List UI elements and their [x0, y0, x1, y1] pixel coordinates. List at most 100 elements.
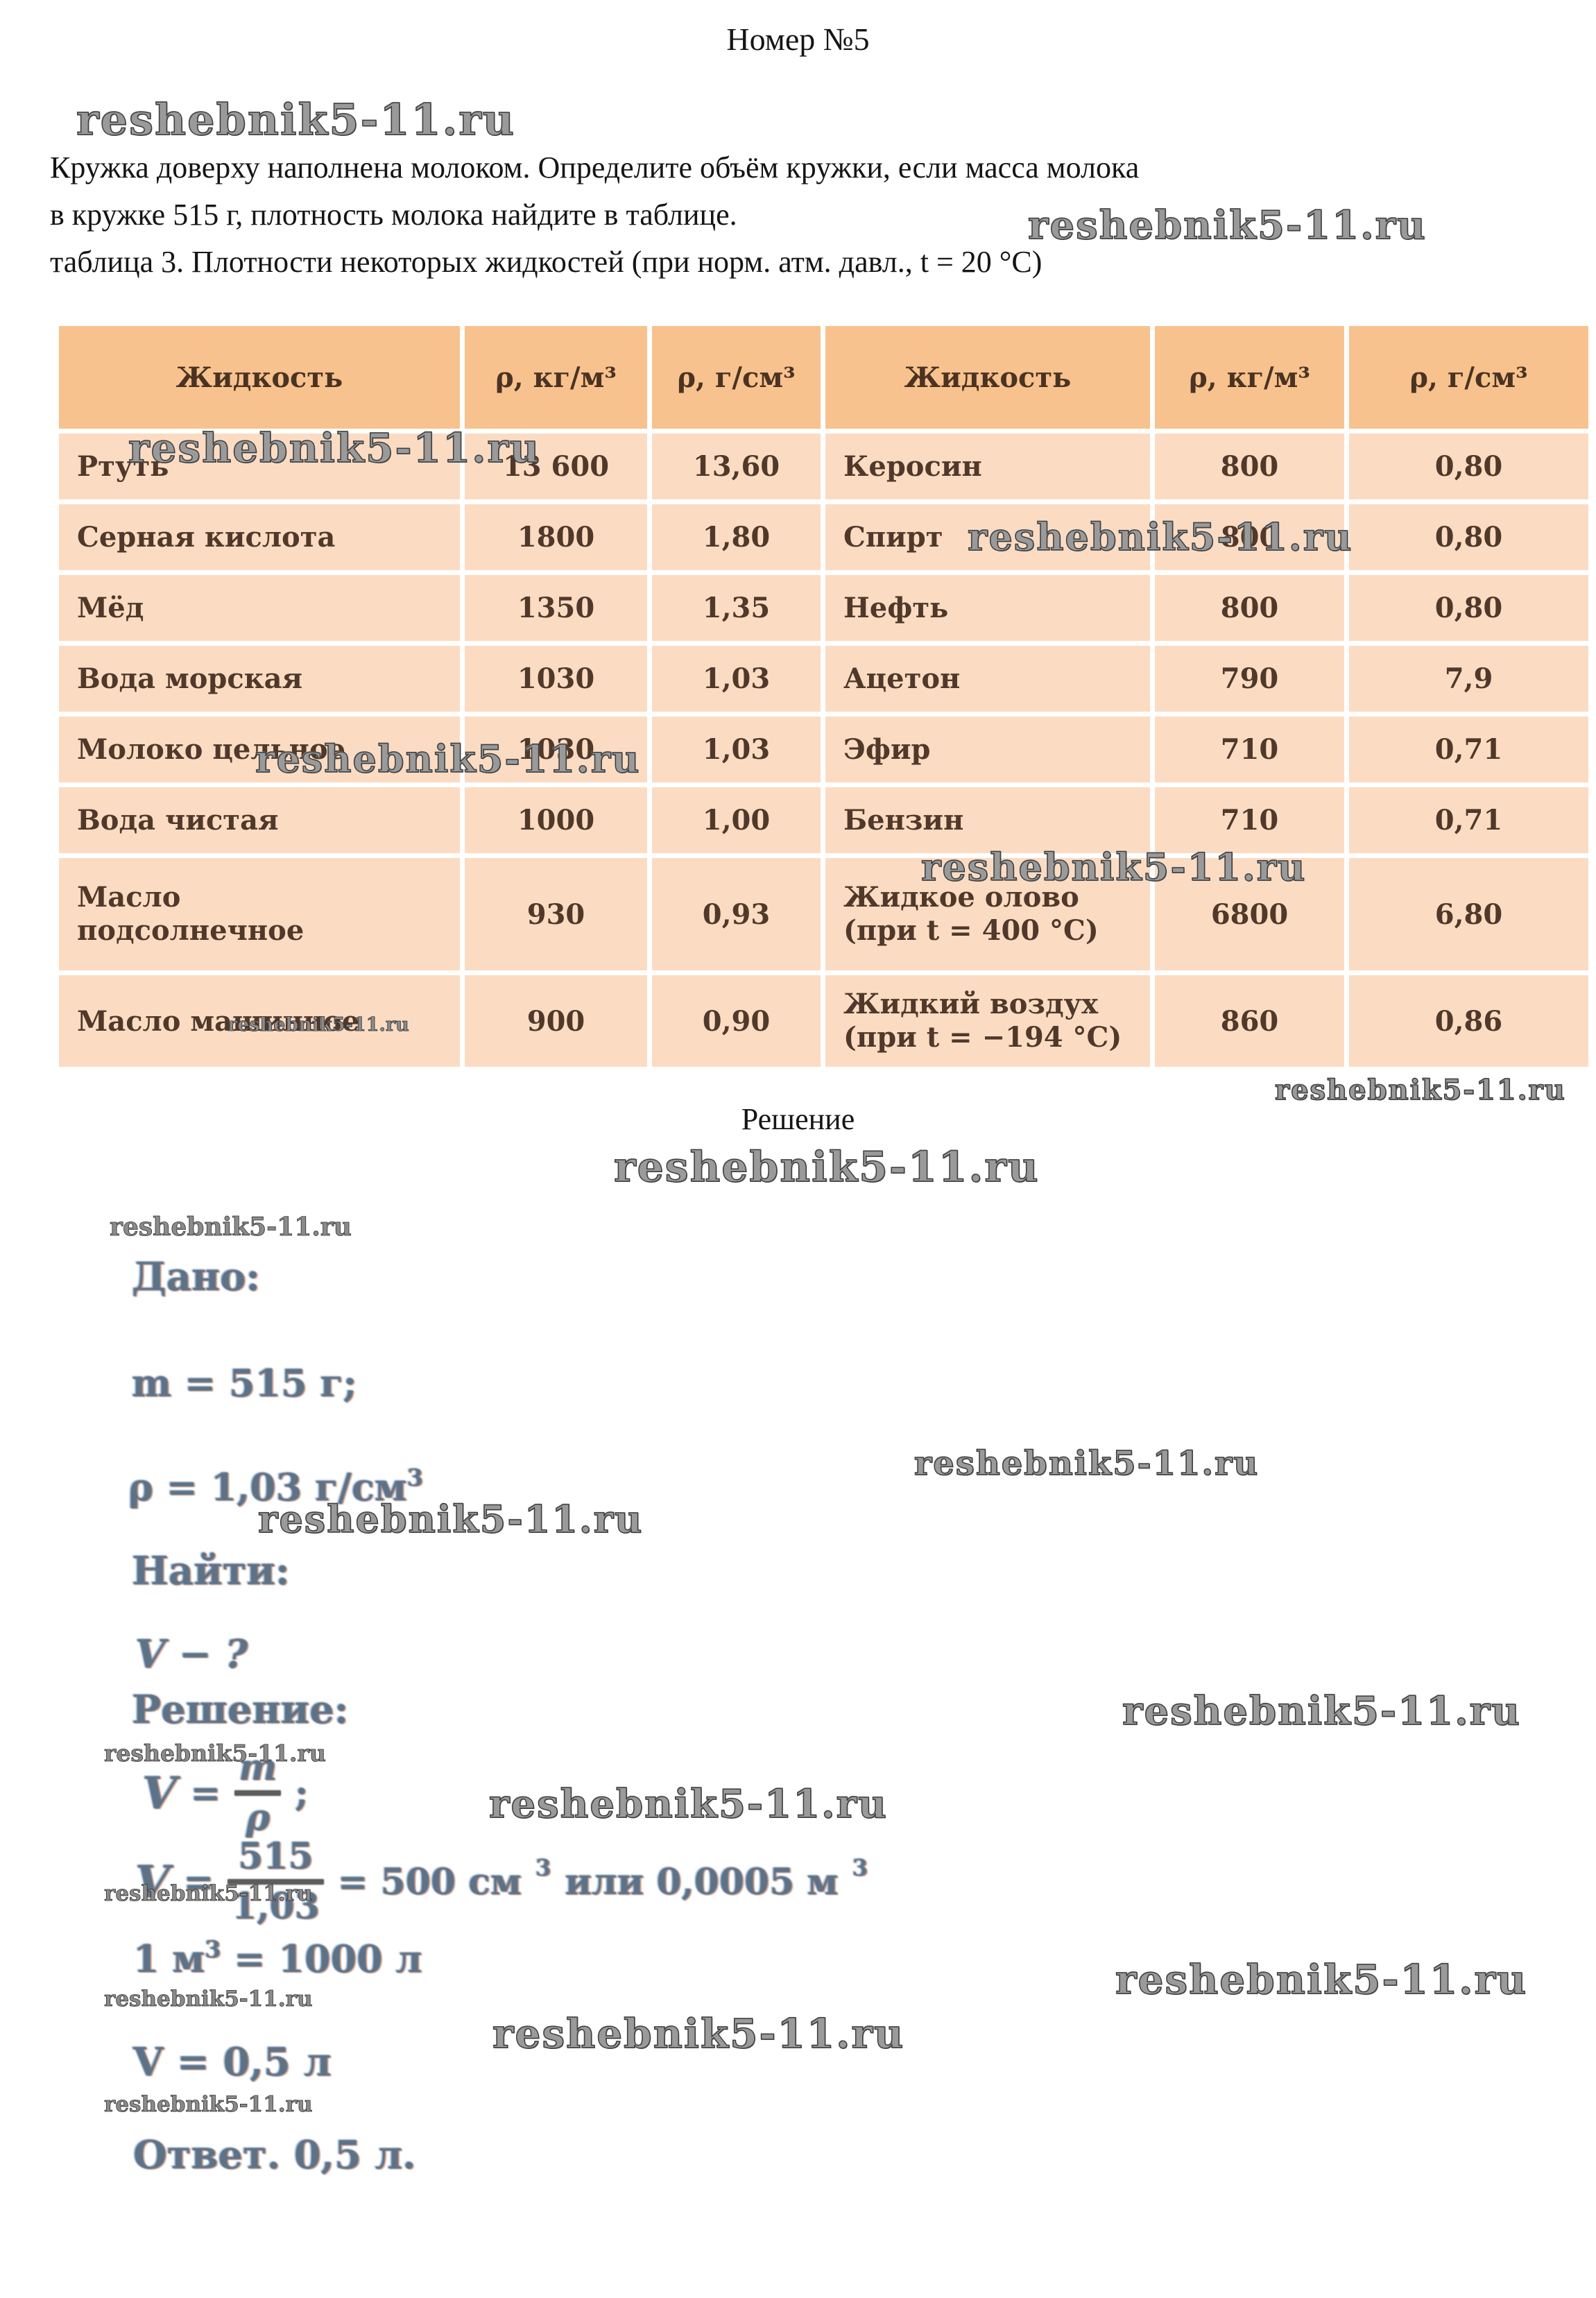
- table-cell-g: 1,03: [652, 646, 821, 712]
- watermark: reshebnik5-11.ru: [613, 1142, 1040, 1192]
- problem-line-2: в кружке 515 г, плотность молока найдите…: [50, 198, 737, 232]
- density-table: Жидкость ρ, кг/м³ ρ, г/см³ Жидкость ρ, к…: [59, 326, 1588, 1067]
- table-cell-g: 1,80: [652, 504, 821, 570]
- table-cell-liquid: Нефть: [825, 575, 1150, 641]
- table-cell-kg: 800: [1155, 434, 1344, 499]
- table-cell-g: 1,35: [652, 575, 821, 641]
- table-cell-kg: 1000: [465, 787, 647, 853]
- table-cell-g: 0,80: [1349, 434, 1588, 499]
- table-cell-g: 7,9: [1349, 646, 1588, 712]
- superscript-3: 3: [535, 1855, 551, 1882]
- fraction-bar: [234, 1790, 282, 1796]
- table-cell-liquid: Ртуть: [59, 434, 460, 499]
- table-cell-g: 6,80: [1349, 858, 1588, 970]
- table-cell-g: 0,80: [1349, 504, 1588, 570]
- given-mass: m = 515 г;: [132, 1361, 357, 1405]
- fraction-m-over-rho: m ρ: [234, 1748, 282, 1838]
- table-cell-kg: 790: [1155, 646, 1344, 712]
- table-cell-g: 0,71: [1349, 787, 1588, 853]
- table-cell-kg: 800: [1155, 504, 1344, 570]
- watermark: reshebnik5-11.ru: [488, 1781, 888, 1828]
- superscript-3: 3: [205, 1936, 221, 1964]
- watermark: reshebnik5-11.ru: [104, 1881, 313, 1907]
- table-cell-liquid: Вода морская: [59, 646, 460, 712]
- table-cell-kg: 710: [1155, 717, 1344, 782]
- table-cell-kg: 1030: [465, 717, 647, 782]
- table-cell-kg: 710: [1155, 787, 1344, 853]
- solution-heading: Решение: [741, 1102, 855, 1136]
- volume-result: V = 0,5 л: [133, 2039, 332, 2085]
- table-cell-kg: 900: [465, 975, 647, 1067]
- find-label: Найти:: [132, 1548, 290, 1594]
- table-cell-liquid: Эфир: [825, 717, 1150, 782]
- watermark: reshebnik5-11.ru: [1027, 202, 1427, 249]
- table-cell-kg: 1800: [465, 504, 647, 570]
- given-label: Дано:: [132, 1254, 261, 1300]
- column-header-liquid-right: Жидкость: [825, 326, 1150, 429]
- table-cell-kg: 1350: [465, 575, 647, 641]
- table-cell-g: 0,93: [652, 858, 821, 970]
- watermark: reshebnik5-11.ru: [104, 1740, 327, 1767]
- given-density: ρ = 1,03 г/см3: [128, 1464, 423, 1509]
- table-cell-g: 0,86: [1349, 975, 1588, 1067]
- watermark: reshebnik5-11.ru: [920, 844, 1307, 890]
- unit-conversion: 1 м3 = 1000 л: [133, 1936, 422, 1981]
- fraction-515-over-103: 515 1,03: [228, 1837, 324, 1927]
- superscript-3: 3: [852, 1855, 868, 1882]
- watermark: reshebnik5-11.ru: [104, 2092, 313, 2118]
- table-cell-g: 0,80: [1349, 575, 1588, 641]
- column-header-liquid-left: Жидкость: [59, 326, 460, 429]
- page-title: Номер №5: [726, 22, 870, 57]
- table-cell-kg: 800: [1155, 575, 1344, 641]
- table-cell-g: 0,71: [1349, 717, 1588, 782]
- watermark: reshebnik5-11.ru: [128, 424, 541, 472]
- table-cell-liquid: Мёд: [59, 575, 460, 641]
- watermark: reshebnik5-11.ru: [1122, 1688, 1521, 1735]
- problem-line-1: Кружка доверху наполнена молоком. Опреде…: [50, 151, 1140, 185]
- table-cell-liquid: Керосин: [825, 434, 1150, 499]
- answer-line: Ответ. 0,5 л.: [133, 2132, 416, 2178]
- watermark: reshebnik5-11.ru: [913, 1443, 1260, 1484]
- problem-line-3: таблица 3. Плотности некоторых жидкостей…: [50, 245, 1042, 279]
- find-variable: V − ?: [135, 1631, 248, 1677]
- table-cell-liquid: Спирт: [825, 504, 1150, 570]
- table-cell-g: 1,00: [652, 787, 821, 853]
- formula-volume: V = m ρ ;: [142, 1747, 309, 1839]
- table-cell-g: 0,90: [652, 975, 821, 1067]
- watermark: reshebnik5-11.ru: [1115, 1955, 1528, 2004]
- watermark: reshebnik5-11.ru: [257, 1496, 644, 1542]
- watermark: reshebnik5-11.ru: [967, 514, 1353, 560]
- watermark: reshebnik5-11.ru: [255, 736, 641, 782]
- column-header-kg-right: ρ, кг/м³: [1155, 326, 1344, 429]
- table-cell-liquid: Масло подсолнечное: [59, 858, 460, 970]
- table-cell-liquid: Серная кислота: [59, 504, 460, 570]
- watermark: reshebnik5-11.ru: [492, 2009, 905, 2058]
- table-cell-liquid: Масло машинное: [59, 975, 460, 1067]
- watermark: reshebnik5-11.ru: [1274, 1073, 1566, 1107]
- column-header-g-right: ρ, г/см³: [1349, 326, 1588, 429]
- table-cell-kg: 1030: [465, 646, 647, 712]
- table-cell-g: 13,60: [652, 434, 821, 499]
- table-cell-liquid: Жидкий воздух (при t = −194 °C): [825, 975, 1150, 1067]
- table-cell-kg: 6800: [1155, 858, 1344, 970]
- column-header-kg-left: ρ, кг/м³: [465, 326, 647, 429]
- watermark: reshebnik5-11.ru: [110, 1212, 352, 1242]
- table-cell-kg: 13 600: [465, 434, 647, 499]
- watermark: reshebnik5-11.ru: [228, 1014, 410, 1036]
- fraction-bar: [228, 1879, 324, 1885]
- watermark: reshebnik5-11.ru: [76, 94, 515, 146]
- table-cell-liquid: Ацетон: [825, 646, 1150, 712]
- table-cell-liquid: Вода чистая: [59, 787, 460, 853]
- watermark: reshebnik5-11.ru: [104, 1987, 313, 2012]
- solve-label: Решение:: [132, 1687, 349, 1733]
- table-cell-liquid: Молоко цельное: [59, 717, 460, 782]
- table-cell-liquid: Бензин: [825, 787, 1150, 853]
- superscript-3: 3: [406, 1464, 423, 1492]
- table-cell-g: 1,03: [652, 717, 821, 782]
- table-cell-liquid: Жидкое олово (при t = 400 °C): [825, 858, 1150, 970]
- table-cell-kg: 860: [1155, 975, 1344, 1067]
- column-header-g-left: ρ, г/см³: [652, 326, 821, 429]
- table-cell-kg: 930: [465, 858, 647, 970]
